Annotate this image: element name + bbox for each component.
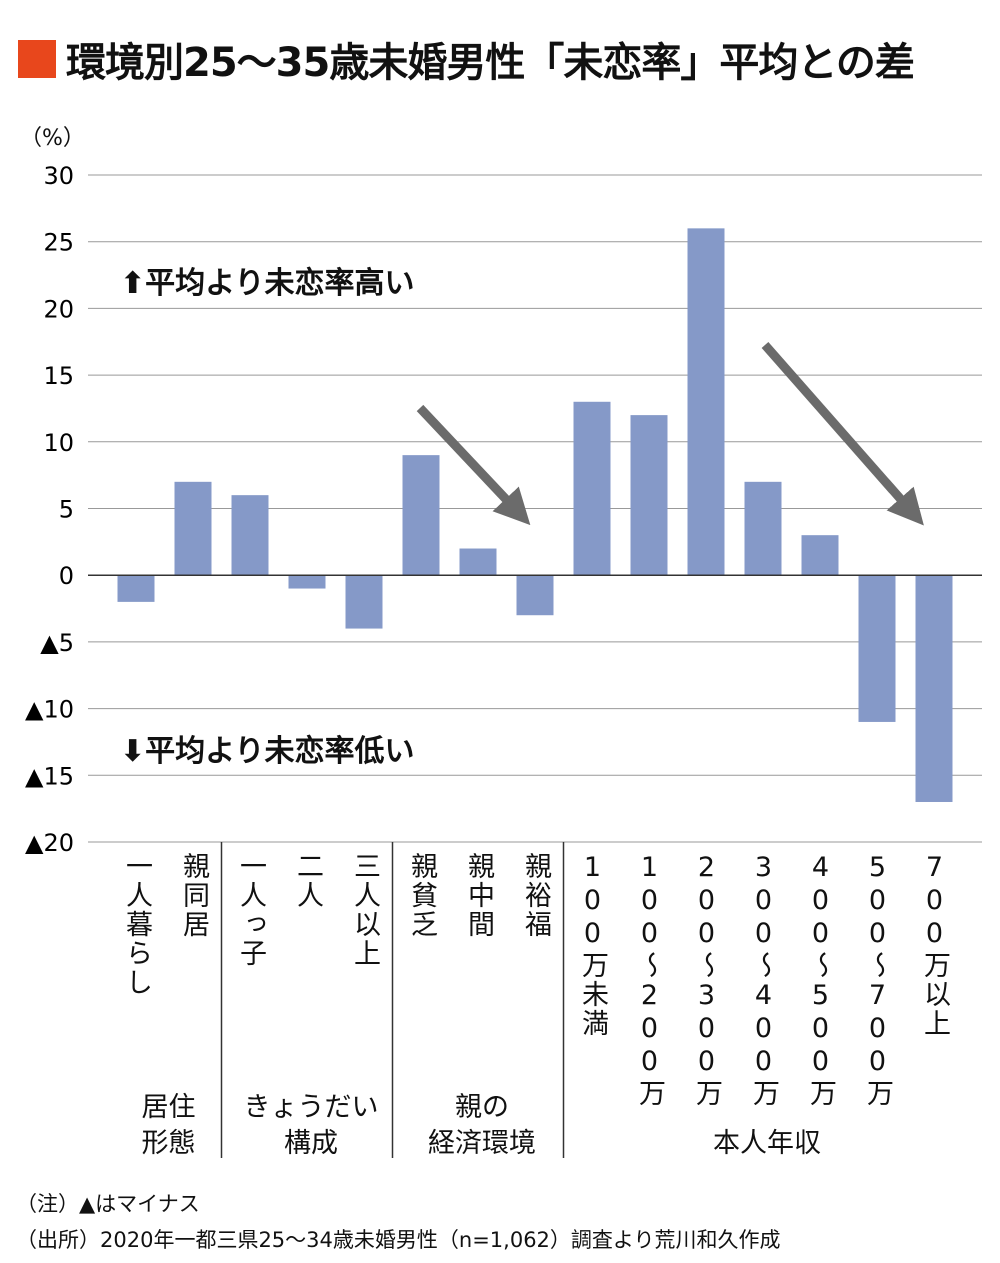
bar-100～200万 [630,415,668,576]
bar-300～400万 [744,481,782,576]
x-group-label: 居住 形態 [142,1090,196,1162]
y-tick-label: 30 [43,162,74,190]
x-category-label: 親裕福 [520,852,551,939]
y-axis-unit: （%） [20,126,85,151]
y-tick-label: ▲20 [25,829,74,857]
bar-100万未満 [573,401,611,576]
chart-title: 環境別25～35歳未婚男性「未恋率」平均との差 [18,30,915,88]
footnote: （注）▲はマイナス [16,1192,200,1216]
trend-arrow-icon [416,404,531,526]
x-group-label: 親の 経済環境 [428,1090,536,1162]
x-category-label: 一人っ子 [235,852,266,968]
group-label-line1: 居住 [141,1092,196,1123]
bar-親同居 [174,481,212,576]
bar-親裕福 [516,575,554,616]
y-tick-label: ▲5 [40,629,74,657]
annotation-higher: ⬆平均より未恋率高い [120,266,415,301]
chart-title-text: 環境別25～35歳未婚男性「未恋率」平均との差 [66,40,915,86]
bar-二人 [288,575,326,589]
y-tick-label: 20 [43,295,74,323]
y-tick-label: ▲10 [25,696,74,724]
x-category-label: 300～400万 [748,852,779,1108]
x-category-label: 二人 [292,852,323,910]
y-tick-label: 0 [59,562,74,590]
x-category-label: 100～200万 [634,852,665,1108]
bar-一人っ子 [231,495,269,576]
y-tick-label: 10 [43,429,74,457]
group-label-line1 [713,1090,821,1126]
bar-親貧乏 [402,455,440,576]
group-label-line2: 本人年収 [713,1128,821,1159]
bar-200～300万 [687,228,725,576]
x-category-label: 100万未満 [577,852,608,1038]
x-category-label: 200～300万 [691,852,722,1108]
bar-700万以上 [915,575,953,802]
x-group-label: 本人年収 [713,1090,821,1162]
bar-一人暮らし [117,575,155,602]
x-category-label: 親貧乏 [406,852,437,939]
title-square-icon [18,40,56,78]
group-label-line1: きょうだい [243,1092,379,1123]
source-note: （出所）2020年一都三県25～34歳未婚男性（n=1,062）調査より荒川和久… [16,1228,781,1252]
x-category-label: 700万以上 [919,852,950,1038]
x-category-label: 500～700万 [862,852,893,1108]
x-category-label: 400～500万 [805,852,836,1108]
x-group-label: きょうだい 構成 [244,1090,379,1162]
bar-500～700万 [858,575,896,722]
bar-親中間 [459,548,497,576]
group-label-line1: 親の [455,1092,509,1123]
y-tick-label: ▲15 [25,762,74,790]
y-tick-label: 25 [43,229,74,257]
y-tick-label: 15 [43,362,74,390]
bar-400～500万 [801,535,839,576]
bar-三人以上 [345,575,383,629]
group-label-line2: 経済環境 [428,1128,536,1159]
annotation-lower: ⬇平均より未恋率低い [120,734,415,769]
x-category-label: 三人以上 [349,852,380,968]
x-category-label: 親中間 [463,852,494,939]
y-tick-label: 5 [59,496,74,524]
x-category-label: 親同居 [178,852,209,939]
x-category-label: 一人暮らし [121,852,152,997]
group-label-line2: 構成 [284,1128,338,1159]
group-label-line2: 形態 [141,1128,196,1159]
trend-arrow-icon [761,342,924,526]
